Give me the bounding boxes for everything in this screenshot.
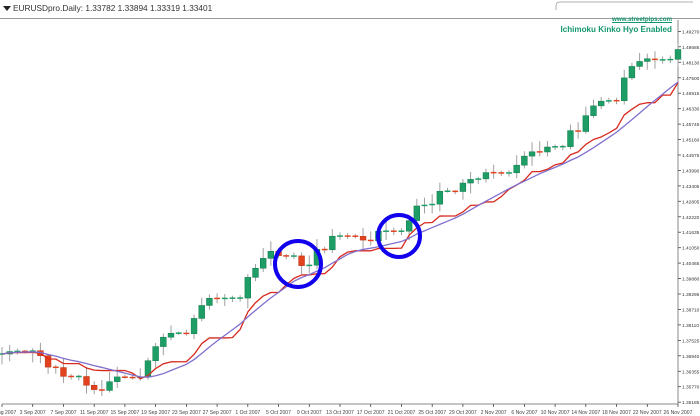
svg-text:1.38110: 1.38110	[682, 323, 699, 329]
svg-text:1.43405: 1.43405	[682, 184, 700, 190]
svg-text:1.35185: 1.35185	[682, 400, 700, 406]
svg-text:27 Sep 2007: 27 Sep 2007	[203, 410, 232, 416]
svg-text:1.41635: 1.41635	[682, 230, 700, 236]
svg-text:9 Oct 2007: 9 Oct 2007	[297, 410, 322, 416]
svg-text:1.42220: 1.42220	[682, 215, 700, 221]
svg-text:1.45160: 1.45160	[682, 138, 700, 144]
svg-text:1.47500: 1.47500	[682, 76, 700, 82]
svg-text:5 Oct 2007: 5 Oct 2007	[266, 410, 291, 416]
svg-text:1.42805: 1.42805	[682, 199, 700, 205]
svg-text:1.46915: 1.46915	[682, 91, 700, 97]
svg-text:1.44575: 1.44575	[682, 153, 700, 159]
svg-text:1.45745: 1.45745	[682, 122, 700, 128]
svg-text:19 Sep 2007: 19 Sep 2007	[141, 410, 170, 416]
svg-text:2 Nov 2007: 2 Nov 2007	[481, 410, 507, 416]
svg-text:17 Oct 2007: 17 Oct 2007	[357, 410, 385, 416]
svg-text:6 Nov 2007: 6 Nov 2007	[511, 410, 537, 416]
svg-text:11 Sep 2007: 11 Sep 2007	[80, 410, 109, 416]
svg-text:7 Sep 2007: 7 Sep 2007	[50, 410, 76, 416]
svg-text:1 Oct 2007: 1 Oct 2007	[235, 410, 260, 416]
svg-text:30 Aug 2007: 30 Aug 2007	[0, 410, 16, 416]
svg-text:1.36940: 1.36940	[682, 354, 700, 360]
svg-text:15 Sep 2007: 15 Sep 2007	[110, 410, 139, 416]
svg-text:1.48130: 1.48130	[682, 60, 700, 66]
svg-text:21 Oct 2007: 21 Oct 2007	[388, 410, 416, 416]
svg-text:13 Oct 2007: 13 Oct 2007	[326, 410, 354, 416]
svg-text:14 Nov 2007: 14 Nov 2007	[571, 410, 600, 416]
svg-text:3 Sep 2007: 3 Sep 2007	[20, 410, 46, 416]
svg-text:1.43990: 1.43990	[682, 168, 700, 174]
svg-text:1.48685: 1.48685	[682, 45, 700, 51]
svg-text:1.39295: 1.39295	[682, 292, 700, 298]
svg-text:23 Sep 2007: 23 Sep 2007	[172, 410, 201, 416]
svg-text:18 Nov 2007: 18 Nov 2007	[602, 410, 631, 416]
svg-text:10 Nov 2007: 10 Nov 2007	[541, 410, 570, 416]
svg-text:1.39880: 1.39880	[682, 277, 700, 283]
svg-text:1.49270: 1.49270	[682, 29, 700, 35]
svg-text:1.38710: 1.38710	[682, 308, 700, 314]
svg-text:26 Nov 2007: 26 Nov 2007	[664, 410, 693, 416]
svg-text:1.46330: 1.46330	[682, 107, 700, 113]
svg-text:1.36355: 1.36355	[682, 369, 700, 375]
svg-text:1.35770: 1.35770	[682, 385, 700, 391]
svg-text:1.37525: 1.37525	[682, 338, 700, 344]
svg-text:1.40465: 1.40465	[682, 261, 700, 267]
svg-text:29 Oct 2007: 29 Oct 2007	[449, 410, 477, 416]
svg-text:25 Oct 2007: 25 Oct 2007	[418, 410, 446, 416]
svg-text:22 Nov 2007: 22 Nov 2007	[633, 410, 662, 416]
svg-text:1.41050: 1.41050	[682, 246, 700, 252]
